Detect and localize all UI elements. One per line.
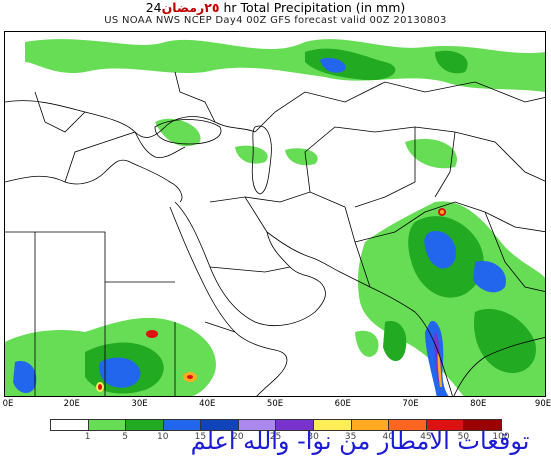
rain-area [235,145,268,164]
scale-swatch [463,419,502,431]
rain-area [320,57,346,73]
scale-value-label: 45 [420,432,432,442]
scale-value-label: 10 [157,432,169,442]
rain-area [355,330,379,357]
coastline [174,201,326,327]
rain-area [474,308,536,373]
longitude-tick-label: 60E [334,399,351,409]
coastline [169,206,236,333]
rain-area [285,148,318,166]
scale-value-label: 1 [84,432,91,442]
map-title: ٢٥رمضان24hr Total Precipitation (in mm) [0,0,551,15]
border [254,81,545,133]
title-arabic-date: ٢٥رمضان [161,0,220,15]
border [64,131,136,183]
precipitation-layer [5,39,545,396]
coastline [266,231,371,288]
coastline [5,100,256,138]
border [244,191,346,208]
longitude-tick-label: 80E [470,399,487,409]
rain-area [473,261,506,293]
rain-area [405,138,457,169]
coastline [369,286,453,396]
border [34,91,86,133]
rain-area [437,352,442,387]
precipitation-color-scale [50,419,502,431]
coastlines-and-borders [5,71,545,396]
scale-value-label: 50 [457,432,470,442]
coastline [234,331,288,396]
border [174,71,216,123]
scale-value-label: 40 [382,432,394,442]
rain-area [155,118,201,147]
rain-area [25,39,545,92]
scale-value-label: 30 [307,432,319,442]
rain-area [383,321,407,362]
scale-value-label: 100 [492,432,510,442]
rain-area [435,50,468,74]
coastline [5,159,183,203]
border [484,211,545,292]
longitude-tick-label: 20E [63,399,80,409]
scale-value-label: 15 [194,432,207,442]
scale-value-label: 20 [232,432,244,442]
longitude-tick-label: 0E [2,399,14,409]
longitude-tick-label: 40E [199,399,216,409]
coastline [154,119,222,145]
map-subtitle: US NOAA NWS NCEP Day4 00Z GFS forecast v… [104,15,447,26]
coastline [251,125,272,195]
scale-swatch [87,419,127,431]
scale-swatch [50,419,89,431]
longitude-tick-label: 70E [402,399,419,409]
arabic-overlay-caption: توقعات الامطار من نوا- والله اعلم [190,427,530,455]
border [209,266,291,273]
border [354,201,545,243]
rain-area [99,357,141,388]
coastline [134,131,186,159]
border [209,196,268,233]
rain-area [13,361,37,394]
border [5,231,175,283]
rain-area [187,375,193,379]
border [354,127,416,208]
map-canvas [5,39,545,396]
border [434,131,456,198]
coastline [453,337,545,396]
longitude-tick-label: 90E [534,399,551,409]
scale-value-label: 25 [269,432,282,442]
rain-area [424,231,456,269]
border [204,321,236,333]
longitude-axis: 0E 20E 30E 40E 50E 60E 70E 80E 90E [0,399,551,411]
title-main: 24hr Total Precipitation (in mm) [145,0,406,15]
scale-swatch [125,419,164,431]
longitude-tick-label: 30E [131,399,148,409]
longitude-tick-label: 50E [266,399,284,409]
scale-value-label: 35 [344,432,357,442]
rain-area [440,210,444,214]
rain-area [146,330,158,338]
precipitation-map [4,31,546,397]
scale-value-label: 5 [122,432,129,442]
rain-area [98,384,102,390]
scale-labels: 1 5 10 15 20 25 30 35 40 45 50 100 [50,432,510,444]
rain-area [305,48,396,81]
